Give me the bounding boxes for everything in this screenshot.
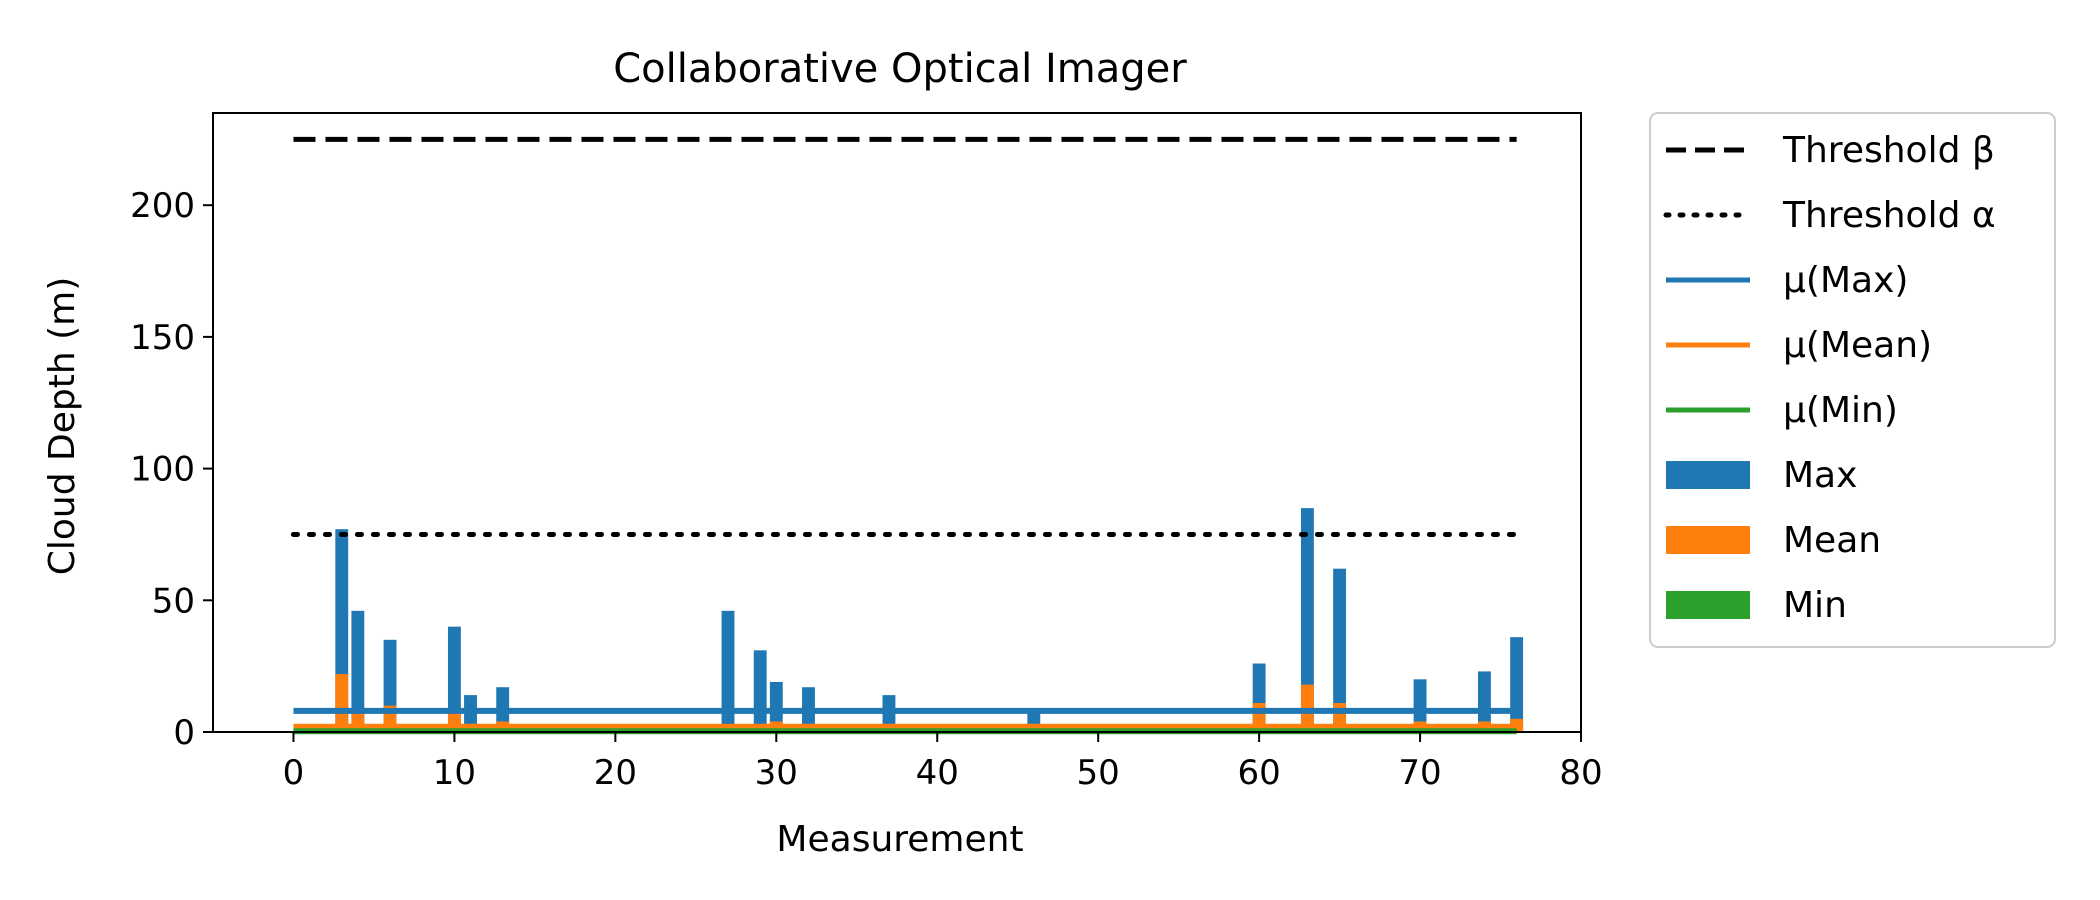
y-tick-label-200: 200 <box>130 186 195 226</box>
bar-max-30 <box>769 681 783 732</box>
legend-swatch-7 <box>1666 591 1750 619</box>
legend-label-3: μ(Mean) <box>1783 325 1932 366</box>
y-axis-label: Cloud Depth (m) <box>42 277 83 576</box>
x-axis-label: Measurement <box>776 819 1023 860</box>
bar-max-29 <box>753 650 767 732</box>
legend-swatch-6 <box>1666 526 1750 554</box>
x-tick-label-70: 70 <box>1398 753 1441 793</box>
legend-label-0: Threshold β <box>1782 130 1995 171</box>
x-tick-label-20: 20 <box>594 753 637 793</box>
bar-mean-3 <box>335 674 349 732</box>
bar-max-74 <box>1478 671 1491 732</box>
plot-frame <box>212 112 1582 733</box>
legend: Threshold β Threshold α μ(Max) μ(Mean) μ(Min… <box>1649 112 2056 648</box>
legend-label-2: μ(Max) <box>1783 260 1908 301</box>
bar-max-27 <box>721 610 735 732</box>
bar-max-4 <box>351 610 365 732</box>
legend-label-4: μ(Min) <box>1783 390 1898 431</box>
bar-max-70 <box>1413 679 1427 732</box>
x-tick-label-60: 60 <box>1237 753 1280 793</box>
legend-frame <box>1649 112 2056 648</box>
x-tick-label-40: 40 <box>916 753 959 793</box>
legend-label-6: Mean <box>1783 520 1881 561</box>
plot-area <box>290 136 1524 735</box>
legend-swatch-5 <box>1666 461 1750 489</box>
axes: 0 10 20 30 40 50 60 70 80 0 50 100 150 200 <box>130 112 1603 793</box>
bar-max-10 <box>447 626 461 732</box>
x-tick-label-0: 0 <box>283 753 305 793</box>
bar-max-76 <box>1510 637 1524 732</box>
x-tick-label-80: 80 <box>1559 753 1602 793</box>
legend-label-7: Min <box>1783 585 1847 626</box>
chart-title: Collaborative Optical Imager <box>613 46 1187 92</box>
legend-label-5: Max <box>1783 455 1857 496</box>
bar-max-63 <box>1300 508 1314 732</box>
y-tick-label-150: 150 <box>130 318 195 358</box>
y-tick-label-100: 100 <box>130 450 195 490</box>
legend-label-1: Threshold α <box>1782 195 1996 236</box>
bar-max-65 <box>1333 568 1347 732</box>
x-tick-label-30: 30 <box>755 753 798 793</box>
x-tick-label-50: 50 <box>1077 753 1120 793</box>
y-tick-label-0: 0 <box>173 713 195 753</box>
x-tick-label-10: 10 <box>433 753 476 793</box>
y-tick-label-50: 50 <box>152 581 195 621</box>
